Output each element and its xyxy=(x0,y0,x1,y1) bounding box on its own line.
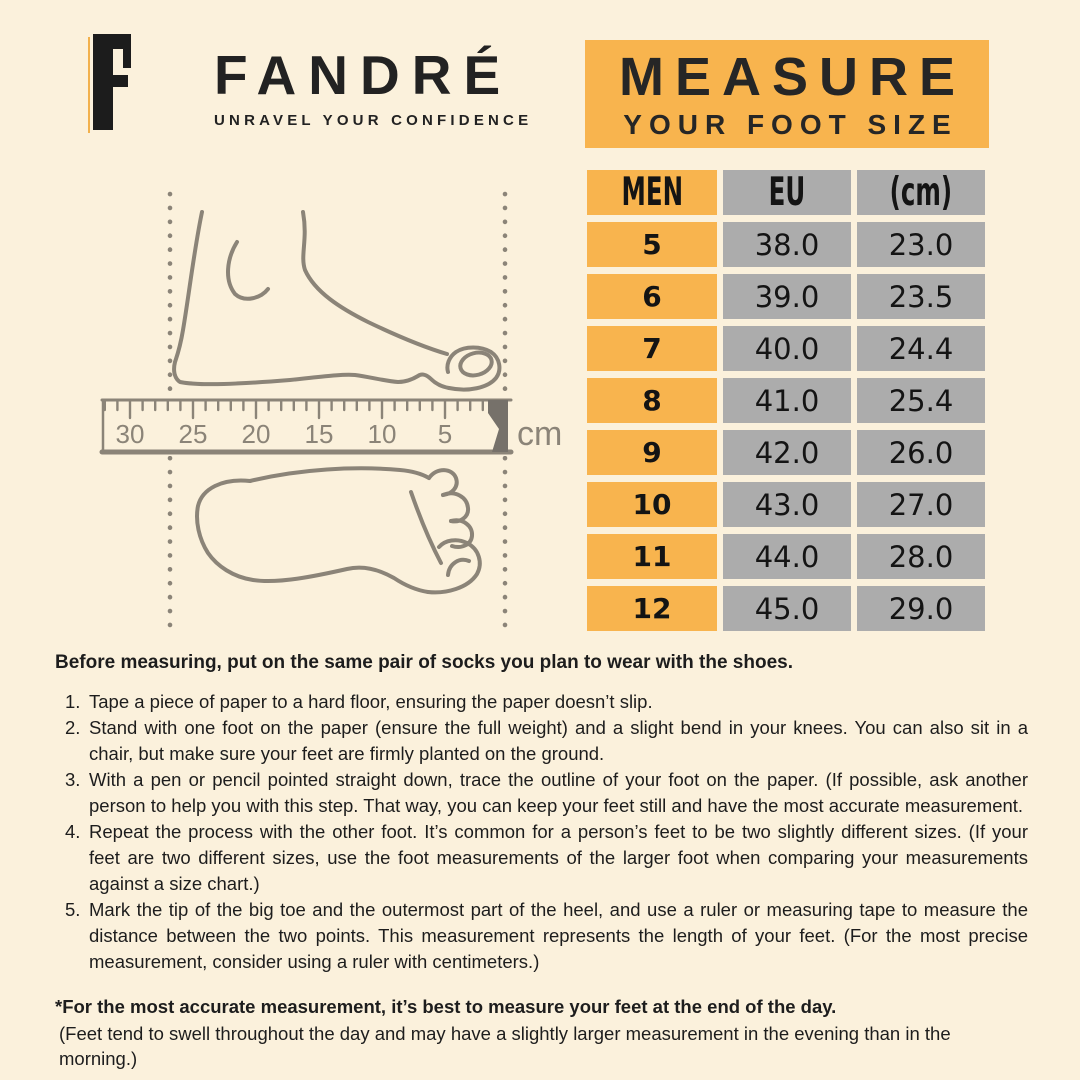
step-text: Repeat the process with the other foot. … xyxy=(89,821,1028,894)
cell-cm-size: 26.0 xyxy=(857,430,985,475)
instructions-steps: 1. Tape a piece of paper to a hard floor… xyxy=(65,689,1028,975)
table-header-row: MEN EU (cm) xyxy=(587,170,985,215)
cell-eu-size: 44.0 xyxy=(723,534,851,579)
ruler-end-cap xyxy=(488,400,508,452)
cell-cm-size: 24.4 xyxy=(857,326,985,371)
cell-eu-size: 41.0 xyxy=(723,378,851,423)
foot-sole-view-sketch xyxy=(195,466,482,595)
step-number: 2. xyxy=(65,717,81,738)
instruction-step: 1. Tape a piece of paper to a hard floor… xyxy=(65,689,1028,715)
cell-cm-size: 23.5 xyxy=(857,274,985,319)
header-cell-eu: EU xyxy=(723,170,851,215)
cell-eu-size: 40.0 xyxy=(723,326,851,371)
cell-cm-size: 28.0 xyxy=(857,534,985,579)
cell-cm-size: 29.0 xyxy=(857,586,985,631)
step-number: 1. xyxy=(65,691,81,712)
ruler-label-5: 5 xyxy=(438,419,452,449)
step-number: 4. xyxy=(65,821,81,842)
ruler-unit-label: cm xyxy=(517,415,562,453)
brand-logo-icon xyxy=(88,34,131,133)
table-row: 7 40.0 24.4 xyxy=(587,326,985,371)
headline-line2: YOUR FOOT SIZE xyxy=(623,108,958,140)
step-number: 3. xyxy=(65,769,81,790)
headline-line1: MEASURE xyxy=(618,46,967,107)
instruction-step: 2. Stand with one foot on the paper (ens… xyxy=(65,715,1028,767)
ruler-label-25: 25 xyxy=(179,419,208,449)
header-cell-cm: (cm) xyxy=(857,170,985,215)
foot-side-view-sketch xyxy=(172,210,502,392)
brand-tagline: UNRAVEL YOUR CONFIDENCE xyxy=(214,112,533,129)
table-row: 12 45.0 29.0 xyxy=(587,586,985,631)
cell-men-size: 5 xyxy=(587,222,717,267)
ruler-label-30: 30 xyxy=(116,419,145,449)
cell-eu-size: 45.0 xyxy=(723,586,851,631)
instruction-step: 5. Mark the tip of the big toe and the o… xyxy=(65,897,1028,975)
cell-men-size: 10 xyxy=(587,482,717,527)
instructions-block: Before measuring, put on the same pair o… xyxy=(55,650,1028,975)
ruler-ticks xyxy=(103,399,484,420)
cell-eu-size: 38.0 xyxy=(723,222,851,267)
brand-name: FANDRÉ xyxy=(214,44,513,106)
table-row: 6 39.0 23.5 xyxy=(587,274,985,319)
cell-men-size: 7 xyxy=(587,326,717,371)
cell-eu-size: 43.0 xyxy=(723,482,851,527)
ruler-label-10: 10 xyxy=(368,419,397,449)
cell-men-size: 12 xyxy=(587,586,717,631)
step-number: 5. xyxy=(65,899,81,920)
logo-black-f xyxy=(93,34,131,130)
instructions-intro: Before measuring, put on the same pair o… xyxy=(55,652,793,673)
cell-cm-size: 27.0 xyxy=(857,482,985,527)
ruler: 30 25 20 15 10 5 cm xyxy=(99,396,562,456)
brand-text-block: FANDRÉ UNRAVEL YOUR CONFIDENCE xyxy=(214,44,533,130)
step-text: Mark the tip of the big toe and the oute… xyxy=(89,899,1028,972)
ruler-label-20: 20 xyxy=(242,419,271,449)
foot-measurement-illustration: 30 25 20 15 10 5 cm xyxy=(99,191,562,639)
instruction-step: 4. Repeat the process with the other foo… xyxy=(65,819,1028,897)
cell-eu-size: 39.0 xyxy=(723,274,851,319)
ruler-label-15: 15 xyxy=(305,419,334,449)
table-row: 8 41.0 25.4 xyxy=(587,378,985,423)
table-row: 5 38.0 23.0 xyxy=(587,222,985,267)
table-row: 9 42.0 26.0 xyxy=(587,430,985,475)
table-row: 11 44.0 28.0 xyxy=(587,534,985,579)
cell-men-size: 8 xyxy=(587,378,717,423)
footnote-bold: *For the most accurate measurement, it’s… xyxy=(55,996,837,1017)
cell-men-size: 9 xyxy=(587,430,717,475)
footnote-block: *For the most accurate measurement, it’s… xyxy=(55,994,1033,1071)
step-text: With a pen or pencil pointed straight do… xyxy=(89,769,1028,816)
header-cell-men: MEN xyxy=(587,170,717,215)
headline-badge: MEASURE YOUR FOOT SIZE xyxy=(585,40,989,148)
size-table: MEN EU (cm) 5 38.0 23.0 6 39.0 23.5 7 40… xyxy=(587,170,985,638)
cell-men-size: 6 xyxy=(587,274,717,319)
cell-men-size: 11 xyxy=(587,534,717,579)
logo-gold-f xyxy=(88,37,90,133)
step-text: Stand with one foot on the paper (ensure… xyxy=(89,717,1028,764)
table-row: 10 43.0 27.0 xyxy=(587,482,985,527)
cell-cm-size: 25.4 xyxy=(857,378,985,423)
footnote-normal: (Feet tend to swell throughout the day a… xyxy=(59,1023,951,1069)
cell-cm-size: 23.0 xyxy=(857,222,985,267)
step-text: Tape a piece of paper to a hard floor, e… xyxy=(89,691,653,712)
instruction-step: 3. With a pen or pencil pointed straight… xyxy=(65,767,1028,819)
cell-eu-size: 42.0 xyxy=(723,430,851,475)
